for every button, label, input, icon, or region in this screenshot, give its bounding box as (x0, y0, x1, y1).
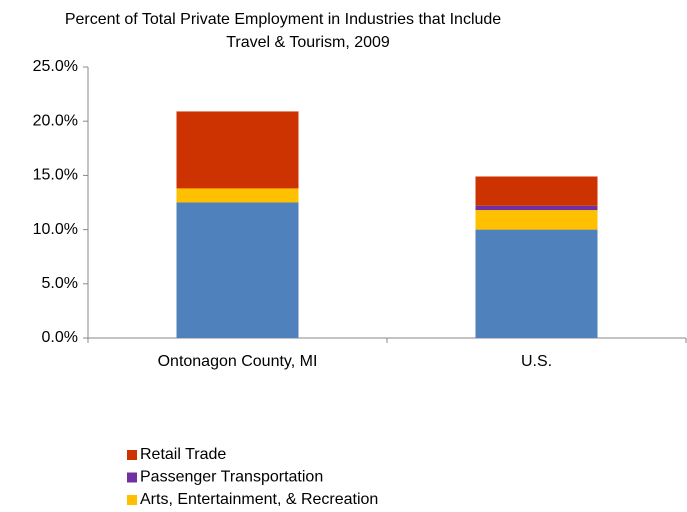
y-tick-label: 10.0% (33, 221, 78, 238)
x-tick-label: Ontonagon County, MI (158, 353, 318, 370)
chart-title: Percent of Total Private Employment in I… (65, 11, 501, 28)
bar-segment (475, 229, 598, 338)
x-tick-label: U.S. (521, 353, 552, 370)
bar-segment (475, 176, 598, 206)
bar-segment (475, 205, 598, 211)
chart-title: Travel & Tourism, 2009 (226, 34, 390, 51)
y-tick-label: 25.0% (33, 58, 78, 75)
legend-swatch (127, 495, 137, 505)
bar-segment (176, 111, 299, 189)
y-tick-label: 5.0% (42, 275, 78, 292)
bar-segment (475, 210, 598, 230)
y-tick-label: 15.0% (33, 167, 78, 184)
bar-segment (176, 202, 299, 338)
legend-label: Passenger Transportation (140, 469, 323, 486)
legend-swatch (127, 450, 137, 460)
legend-label: Arts, Entertainment, & Recreation (140, 491, 378, 508)
y-tick-label: 0.0% (42, 329, 78, 346)
legend-label: Retail Trade (140, 446, 226, 463)
y-tick-label: 20.0% (33, 112, 78, 129)
legend-swatch (127, 472, 137, 483)
bar-segment (176, 188, 299, 203)
